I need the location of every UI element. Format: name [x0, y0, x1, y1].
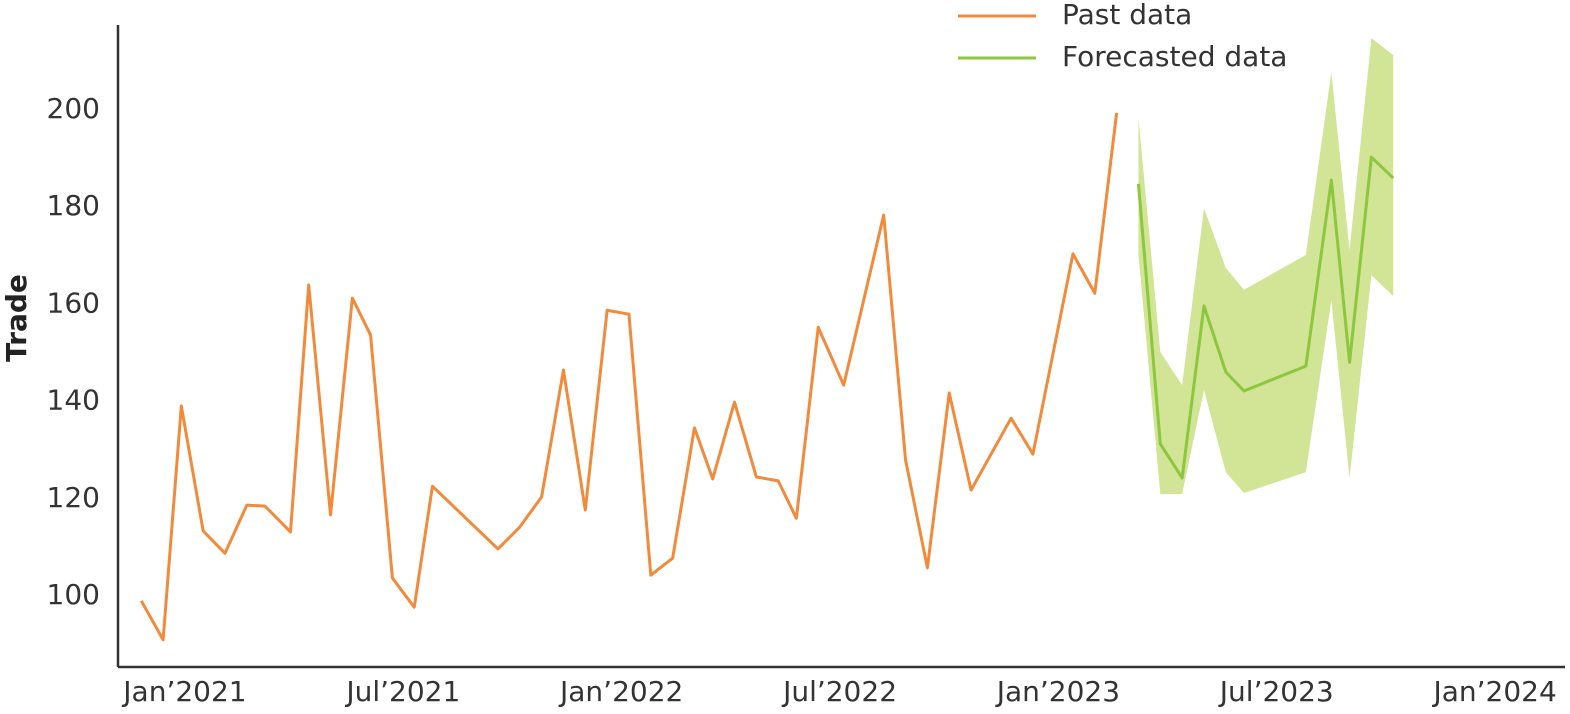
x-tick-label: Jan’2022: [558, 675, 683, 708]
y-tick-label: 100: [47, 578, 100, 611]
series-line: [139, 112, 1119, 642]
y-axis-label: Trade: [0, 274, 33, 362]
y-tick-label: 120: [47, 481, 100, 514]
y-tick-label: 140: [47, 384, 100, 417]
y-tick-label: 200: [47, 92, 100, 125]
x-tick-label: Jan’2021: [121, 675, 246, 708]
x-tick-label: Jul’2022: [781, 675, 897, 708]
x-tick-label: Jul’2021: [344, 675, 460, 708]
x-tick-label: Jan’2024: [1431, 675, 1556, 708]
series-line: [1136, 155, 1395, 480]
y-tick-label: 160: [47, 286, 100, 319]
x-tick-label: Jan’2023: [995, 675, 1120, 708]
legend-label: Forecasted data: [1062, 40, 1287, 73]
y-tick-label: 180: [47, 189, 100, 222]
legend-label: Past data: [1062, 0, 1192, 31]
x-tick-label: Jul’2023: [1218, 675, 1334, 708]
confidence-band: [1138, 38, 1394, 494]
